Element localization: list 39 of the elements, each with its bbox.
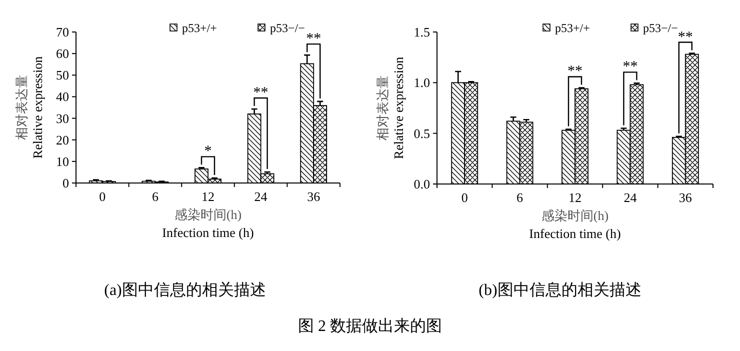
annotation: ** [568, 64, 582, 80]
y-tick-label: 10 [56, 154, 69, 169]
y-tick-label: 0.5 [414, 126, 430, 141]
x-tick-label: 36 [307, 189, 321, 204]
y-tick-label: 0 [62, 176, 69, 190]
y-tick-label: 40 [56, 89, 69, 104]
x-tick-label: 12 [202, 189, 214, 204]
annotation: * [204, 144, 212, 160]
x-tick-label: 24 [624, 190, 638, 205]
x-axis-title: 感染时间(h) Infection time (h) [162, 207, 254, 240]
annotation: ** [306, 31, 322, 48]
y-tick-label: 70 [56, 24, 69, 40]
x-tick-label: 6 [516, 190, 524, 205]
y-tick-label: 30 [56, 110, 69, 126]
y-tick-label: 1.5 [414, 24, 430, 40]
x-tick-label: 24 [254, 189, 268, 204]
y-tick-label: 60 [56, 46, 69, 62]
annotation: ** [622, 59, 638, 76]
y-tick-label: 50 [56, 68, 69, 83]
x-tick-label: 6 [152, 189, 159, 204]
legend-label: p53−/− [643, 21, 678, 35]
x-tick-label: 36 [678, 190, 692, 205]
legend-label: p53+/+ [182, 21, 218, 35]
x-tick-label: 0 [461, 190, 468, 205]
y-axis-title: 相对表达量 Relative expression [14, 56, 45, 159]
annotation: ** [253, 85, 268, 102]
caption: 图 2 数据做出来的图 [298, 317, 442, 335]
y-tick-label: 20 [56, 132, 69, 148]
y-axis-title: 相对表达量 Relative expression [375, 56, 406, 160]
legend-label: p53−/− [270, 21, 306, 35]
legend-label: p53+/+ [555, 21, 590, 35]
y-tick-label: 0.0 [414, 176, 430, 192]
text: (b)图中信息的相关描述 [478, 281, 642, 299]
annotation: ** [678, 29, 693, 46]
x-tick-label: 0 [99, 189, 106, 204]
x-tick-label: 12 [568, 190, 582, 205]
y-tick-label: 1.0 [414, 75, 430, 90]
text: (a)图中信息的相关描述 [104, 281, 266, 299]
x-axis-title: 感染时间(h) Infection time (h) [529, 208, 621, 241]
